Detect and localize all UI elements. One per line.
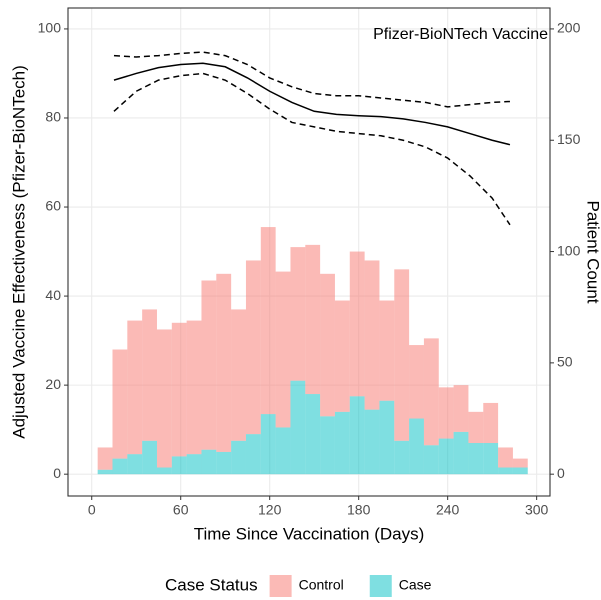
- histogram-bar: [453, 431, 469, 475]
- histogram-bar: [97, 447, 113, 470]
- y-tick-label: 0: [53, 465, 61, 481]
- x-tick-label: 240: [436, 502, 460, 518]
- histogram-bar: [320, 416, 335, 475]
- histogram-bar: [186, 320, 202, 455]
- histogram-bar: [186, 454, 202, 475]
- histogram-bar: [349, 396, 365, 475]
- histogram-bar: [394, 269, 410, 441]
- x-tick-label: 180: [347, 502, 371, 518]
- y-axis-title: Adjusted Vaccine Effectiveness (Pfizer-B…: [9, 65, 28, 439]
- histogram-bar: [231, 440, 246, 475]
- histogram-bar: [498, 467, 513, 475]
- x-tick-label: 60: [173, 502, 189, 518]
- histogram-bar: [305, 394, 321, 475]
- histogram-bar: [305, 244, 321, 395]
- y2-tick-label: 100: [557, 242, 581, 258]
- histogram-bar: [171, 456, 187, 475]
- histogram-bar: [438, 438, 454, 475]
- effectiveness-line: [113, 62, 511, 146]
- histogram-bar: [245, 260, 261, 435]
- x-tick-label: 0: [88, 502, 96, 518]
- y-tick-label: 40: [45, 287, 61, 303]
- histogram-bar: [498, 447, 513, 468]
- histogram-bar: [275, 427, 291, 475]
- legend-title: Case Status: [165, 575, 258, 594]
- histogram-bar: [97, 469, 113, 475]
- histogram-bar: [112, 349, 128, 459]
- y-tick-label: 20: [45, 376, 61, 392]
- effectiveness-line: [113, 72, 511, 226]
- histogram-bar: [156, 467, 172, 475]
- histogram-bar: [112, 458, 128, 475]
- histogram-bar: [201, 280, 217, 450]
- histogram-bar: [216, 273, 232, 452]
- y-tick-label: 100: [38, 20, 62, 36]
- legend-swatch: [269, 575, 292, 597]
- y-tick-label: 60: [45, 198, 61, 214]
- histogram-bar: [394, 440, 410, 475]
- histogram-bar: [453, 385, 469, 432]
- histogram-bar: [483, 443, 499, 475]
- y2-tick-label: 0: [557, 465, 565, 481]
- histogram-bar: [334, 411, 350, 475]
- x-axis-title: Time Since Vaccination (Days): [194, 524, 425, 543]
- histogram-bar: [438, 387, 454, 439]
- histogram-bar: [409, 345, 424, 419]
- histogram-bar: [379, 300, 395, 401]
- legend-swatch: [369, 575, 392, 597]
- histogram-bar: [512, 458, 528, 468]
- legend-label: Control: [299, 577, 344, 593]
- histogram-bar: [260, 227, 276, 415]
- effectiveness-line: [113, 51, 510, 108]
- histogram-bar: [290, 247, 306, 381]
- histogram-bar: [290, 380, 306, 475]
- histogram-bar: [468, 411, 484, 444]
- histogram-bar: [201, 449, 217, 475]
- annotation: Pfizer-BioNTech Vaccine: [373, 26, 548, 43]
- histogram-bar: [142, 440, 157, 475]
- y2-axis-title: Patient Count: [584, 200, 601, 303]
- histogram-bar: [127, 454, 143, 475]
- histogram-bar: [156, 329, 172, 468]
- histogram-bar: [423, 338, 439, 446]
- histogram-bar: [468, 443, 484, 475]
- histogram-bar: [142, 309, 157, 441]
- histogram-bar: [379, 400, 395, 475]
- y2-tick-label: 50: [557, 354, 573, 370]
- y2-tick-label: 150: [557, 131, 581, 147]
- histogram-bar: [275, 271, 291, 428]
- histogram-bar: [334, 300, 350, 412]
- y-tick-label: 80: [45, 109, 61, 125]
- histogram-bar: [349, 251, 365, 397]
- histogram-bar: [409, 418, 424, 475]
- histogram-bar: [483, 402, 499, 444]
- histogram-bar: [364, 409, 380, 475]
- y2-tick-label: 200: [557, 20, 581, 36]
- legend-label: Case: [399, 577, 432, 593]
- histogram-bar: [127, 320, 143, 455]
- histogram-bar: [231, 309, 246, 441]
- histogram-bar: [320, 273, 335, 417]
- histogram-bar: [260, 414, 276, 475]
- x-tick-label: 120: [258, 502, 282, 518]
- histogram-bar: [245, 434, 261, 475]
- x-tick-label: 300: [525, 502, 549, 518]
- histogram-bar: [364, 260, 380, 410]
- histogram-bar: [216, 451, 232, 475]
- histogram-bar: [171, 322, 187, 457]
- histogram-bar: [423, 445, 439, 475]
- histogram-bar: [512, 467, 528, 475]
